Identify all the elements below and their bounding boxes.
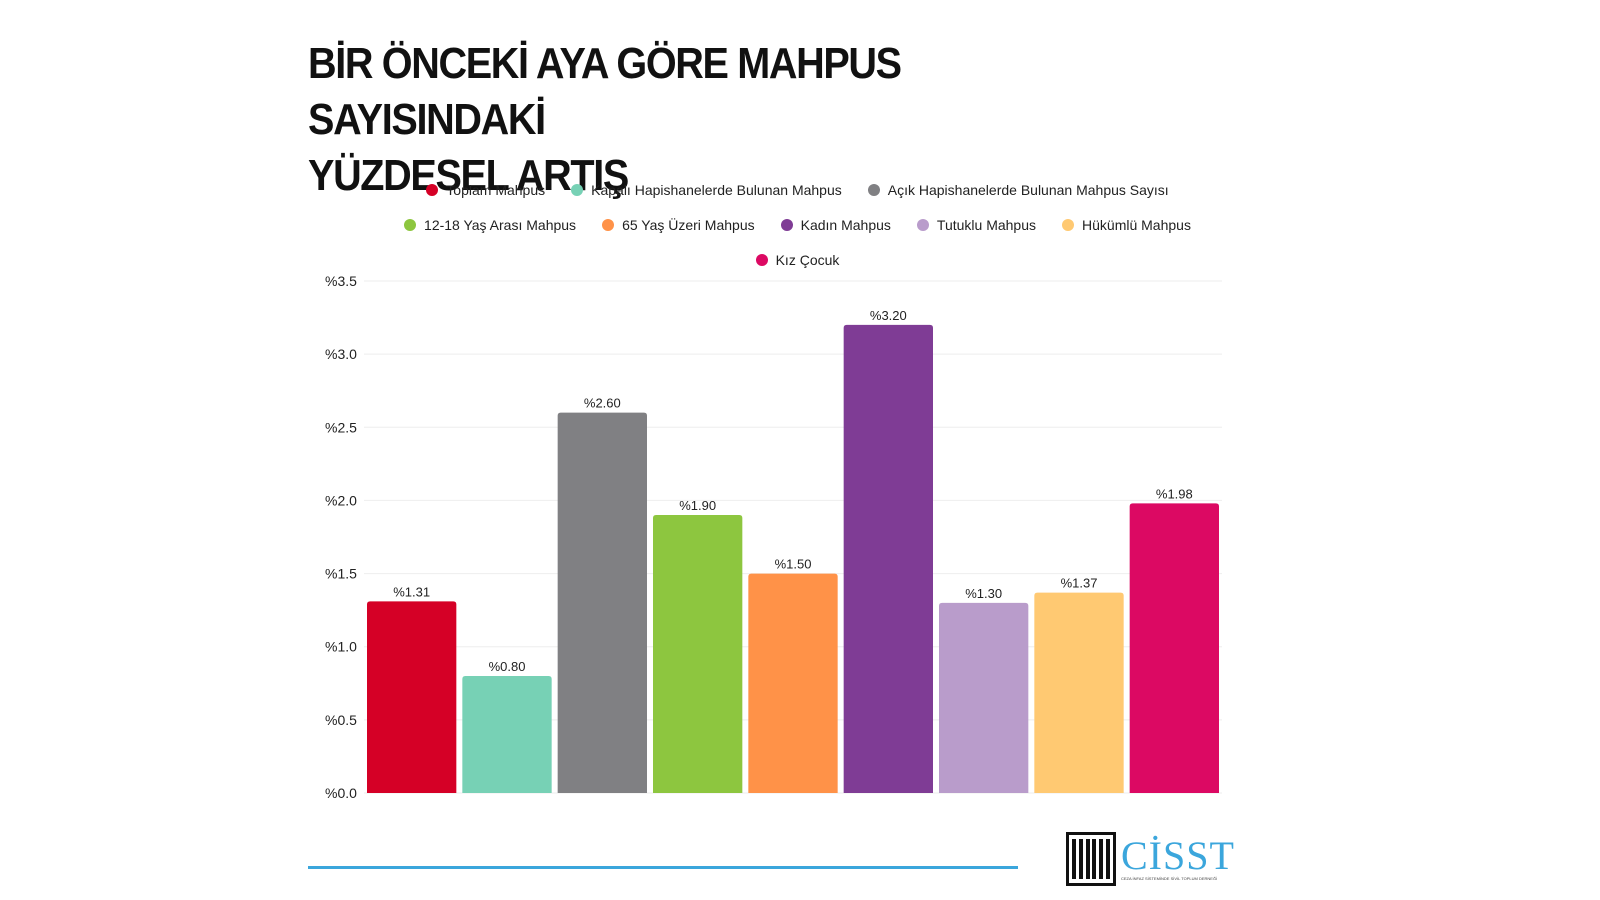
legend-item: Tutuklu Mahpus: [916, 216, 1037, 233]
data-label: %1.50: [775, 557, 812, 572]
logo-name: CİSST: [1121, 833, 1235, 878]
legend-label: Kapalı Hapishanelerde Bulunan Mahpus: [591, 181, 842, 198]
bar: [1034, 592, 1124, 793]
footer-divider: [308, 866, 1018, 869]
legend-item: Kapalı Hapishanelerde Bulunan Mahpus: [571, 182, 842, 198]
legend-row: Kız Çocuk: [0, 242, 1600, 277]
legend-swatch: [404, 218, 417, 231]
chart-title: BİR ÖNCEKİ AYA GÖRE MAHPUS SAYISINDAKİ Y…: [308, 36, 1118, 204]
legend-swatch: [867, 183, 880, 196]
y-tick-label: %2.5: [325, 419, 357, 435]
legend-swatch: [755, 253, 768, 266]
bar: [557, 412, 647, 793]
legend-label: 12-18 Yaş Arası Mahpus: [424, 216, 577, 233]
legend-swatch: [602, 218, 615, 231]
legend-label: Kadın Mahpus: [800, 216, 891, 233]
bar: [939, 602, 1029, 793]
legend-swatch: [571, 183, 584, 196]
legend-swatch: [916, 218, 929, 231]
y-tick-label: %3.5: [325, 273, 357, 289]
legend-swatch: [1062, 218, 1075, 231]
legend-row: Toplam Mahpus Kapalı Hapishanelerde Bulun…: [0, 172, 1600, 207]
data-label: %0.80: [489, 659, 526, 674]
legend-item: Toplam Mahpus: [426, 182, 545, 198]
legend-item: 65 Yaş Üzeri Mahpus: [602, 217, 755, 233]
legend-label: Toplam Mahpus: [446, 181, 546, 198]
bar: [748, 573, 838, 793]
legend-label: Tutuklu Mahpus: [936, 216, 1037, 233]
legend-item: Kız Çocuk: [755, 251, 840, 268]
legend-item: Açık Hapishanelerde Bulunan Mahpus Sayıs…: [867, 181, 1169, 198]
bar: [462, 675, 552, 793]
legend-item: Hükümlü Mahpus: [1062, 217, 1191, 233]
prison-bars-icon: [1066, 832, 1116, 886]
legend-label: 65 Yaş Üzeri Mahpus: [622, 216, 755, 233]
bar: [843, 324, 933, 793]
legend-item: Kadın Mahpus: [780, 216, 891, 233]
data-label: %2.60: [584, 396, 621, 411]
legend-swatch: [780, 218, 793, 231]
data-label: %1.30: [965, 586, 1002, 601]
legend-swatch: [426, 183, 439, 196]
y-tick-label: %1.0: [325, 639, 357, 655]
data-label: %1.31: [393, 584, 430, 599]
legend-item: 12-18 Yaş Arası Mahpus: [404, 217, 576, 233]
y-tick-label: %0.5: [325, 712, 357, 728]
chart-legend: Toplam Mahpus Kapalı Hapishanelerde Bulun…: [0, 172, 1600, 277]
logo-subtitle: CEZA İNFAZ SİSTEMİNDE SİVİL TOPLUM DERNE…: [1121, 876, 1218, 881]
data-label: %3.20: [870, 308, 907, 323]
data-label: %1.37: [1061, 576, 1098, 591]
legend-label: Açık Hapishanelerde Bulunan Mahpus Sayıs…: [887, 181, 1169, 198]
chart-title-line-1: BİR ÖNCEKİ AYA GÖRE MAHPUS SAYISINDAKİ: [308, 39, 902, 144]
y-tick-label: %0.0: [325, 785, 357, 801]
legend-label: Kız Çocuk: [775, 251, 840, 268]
cisst-logo: CİSST CEZA İNFAZ SİSTEMİNDE SİVİL TOPLUM…: [1066, 832, 1234, 888]
legend-row: 12-18 Yaş Arası Mahpus 65 Yaş Üzeri Mahpu…: [0, 207, 1600, 242]
legend-label: Hükümlü Mahpus: [1082, 216, 1191, 233]
bar: [367, 601, 457, 793]
data-label: %1.90: [679, 498, 716, 513]
data-label: %1.98: [1156, 486, 1193, 501]
bar: [1129, 503, 1219, 793]
y-tick-label: %2.0: [325, 492, 357, 508]
bar: [653, 515, 743, 793]
y-tick-label: %3.0: [325, 346, 357, 362]
y-tick-label: %1.5: [325, 566, 357, 582]
